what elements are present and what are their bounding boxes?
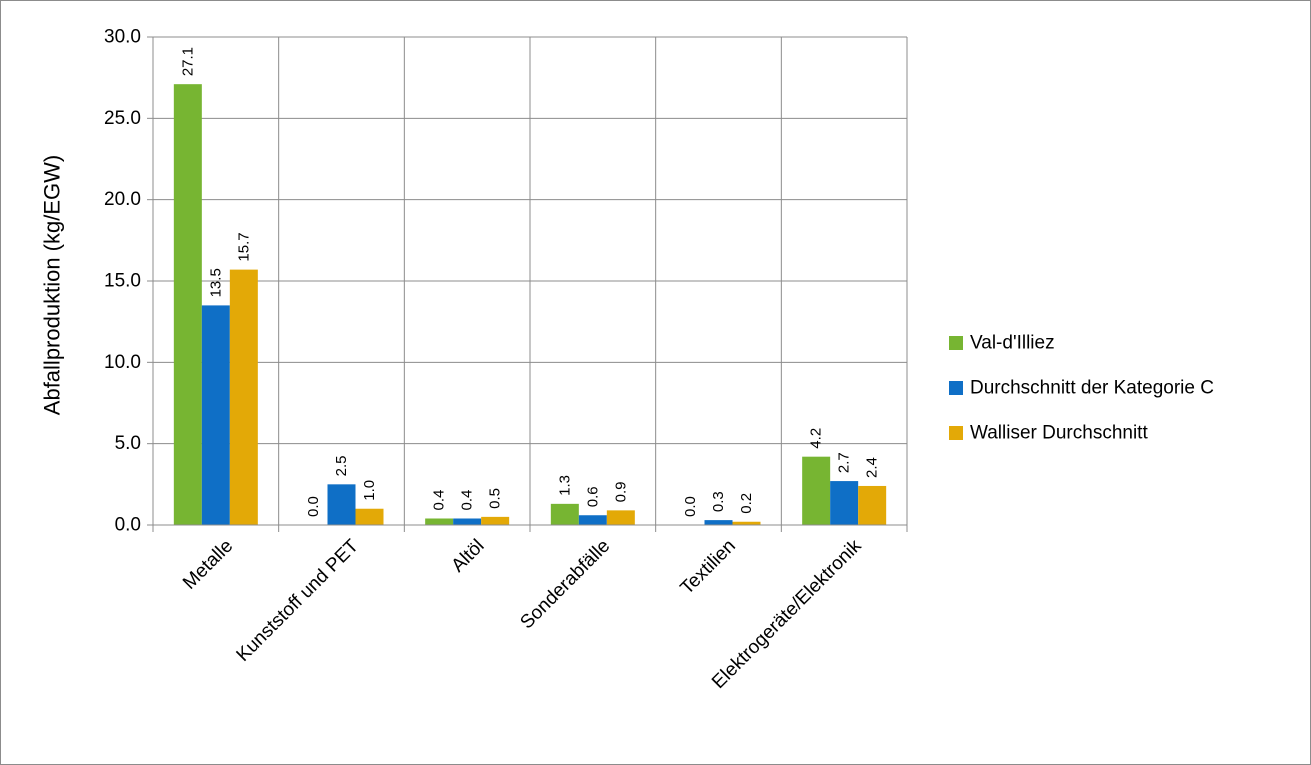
- y-tick-label: 20.0: [104, 189, 141, 210]
- y-axis-title: Abfallproduktion (kg/EGW): [40, 155, 65, 415]
- category-label: Altöl: [448, 536, 489, 577]
- data-label: 4.2: [808, 428, 825, 449]
- y-tick-label: 15.0: [104, 271, 141, 292]
- category-label: Sonderabfälle: [516, 536, 614, 634]
- y-tick-label: 0.0: [115, 515, 141, 536]
- legend-swatch: [949, 426, 963, 440]
- bar: [173, 84, 202, 525]
- legend-label: Val-d'Illiez: [970, 333, 1055, 354]
- data-label: 2.4: [864, 457, 881, 478]
- bar: [732, 521, 761, 525]
- y-tick-label: 25.0: [104, 108, 141, 129]
- data-label: 0.9: [612, 482, 629, 503]
- legend-swatch: [949, 336, 963, 350]
- bar: [355, 508, 384, 525]
- bar: [802, 456, 831, 525]
- bar: [704, 520, 733, 525]
- data-label: 0.5: [487, 488, 504, 509]
- y-tick-label: 10.0: [104, 352, 141, 373]
- data-label: 0.4: [431, 490, 448, 511]
- data-labels: 27.1 0.0 0.4 1.3 0.0 4.2 13.5 2.5 0.4 0.6 0.3 2.7 15…: [179, 47, 880, 517]
- category-label: Elektrogeräte/Elektronik: [708, 535, 866, 693]
- bar: [327, 484, 356, 525]
- category-label: Kunststoff und PET: [233, 535, 364, 666]
- grid: [153, 36, 908, 525]
- data-label: 0.0: [682, 496, 699, 517]
- bar: [229, 269, 258, 525]
- bar: [606, 510, 635, 525]
- legend-label: Durchschnitt der Kategorie C: [970, 378, 1214, 399]
- bar: [425, 518, 454, 525]
- bar: [858, 485, 887, 525]
- data-label: 15.7: [235, 232, 252, 261]
- bar: [830, 481, 859, 525]
- data-label: 1.3: [556, 475, 573, 496]
- category-label: Metalle: [179, 536, 237, 594]
- bar: [578, 515, 607, 525]
- data-label: 0.4: [459, 490, 476, 511]
- data-label: 27.1: [179, 47, 196, 76]
- legend-label: Walliser Durchschnitt: [970, 423, 1148, 444]
- data-label: 0.6: [584, 486, 601, 507]
- bar: [481, 516, 510, 525]
- y-tick-label: 30.0: [104, 27, 141, 48]
- category-label: Textilien: [677, 536, 740, 599]
- y-tick-label: 5.0: [115, 433, 141, 454]
- legend-swatch: [949, 381, 963, 395]
- data-label: 13.5: [207, 268, 224, 297]
- data-label: 0.3: [710, 491, 727, 512]
- bar: [201, 305, 230, 525]
- bar: [550, 503, 579, 525]
- data-label: 0.0: [305, 496, 322, 517]
- bar: [453, 518, 482, 525]
- bars: [173, 84, 887, 525]
- data-label: 1.0: [361, 480, 378, 501]
- data-label: 2.5: [333, 455, 350, 476]
- data-label: 2.7: [836, 452, 853, 473]
- data-label: 0.2: [738, 493, 755, 514]
- legend: Val-d'Illiez Durchschnitt der Kategorie C…: [949, 333, 1214, 444]
